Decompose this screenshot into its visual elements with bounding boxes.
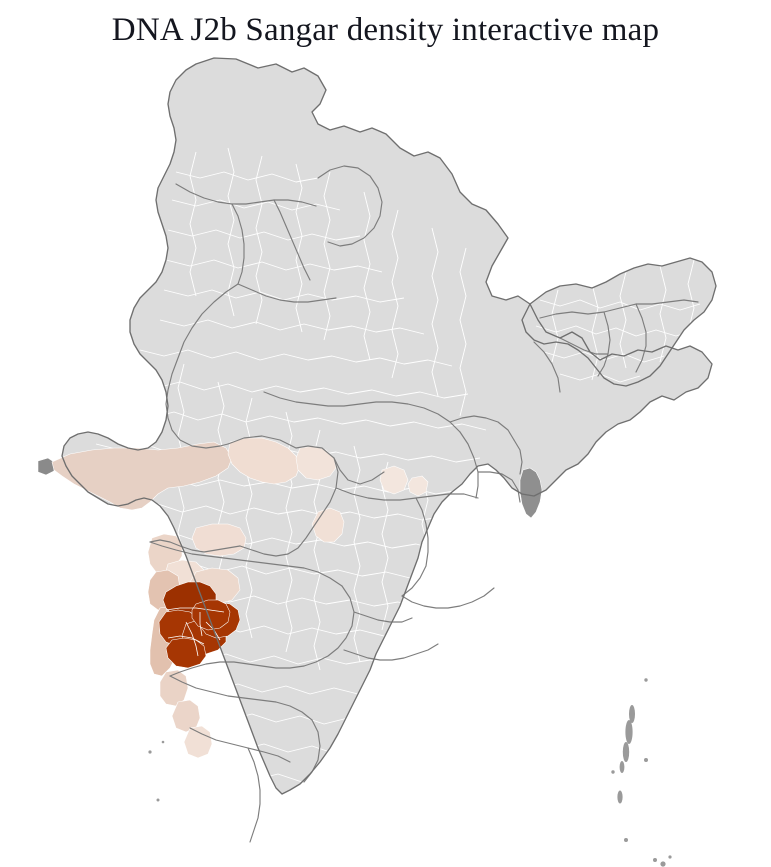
region-rajasthan-speck-2[interactable] [407, 475, 429, 497]
state-borders-group [149, 165, 699, 843]
region-banaskantha-patan[interactable] [227, 437, 301, 485]
region-bhilwara[interactable] [379, 465, 409, 495]
district-boundary-mesh [75, 147, 701, 811]
region-nandurbar[interactable] [191, 523, 247, 557]
region-highlight-cluster[interactable] [191, 599, 231, 631]
region-kutch[interactable] [51, 441, 233, 511]
choropleth-regions-group[interactable] [51, 437, 429, 759]
lakshadweep-islands [148, 740, 165, 802]
sundarbans-delta [519, 467, 543, 519]
country-outline-group [61, 57, 717, 795]
map-viewport[interactable] [0, 52, 771, 867]
india-choropleth-map[interactable] [0, 52, 771, 867]
region-uttara-kannada[interactable] [183, 725, 213, 759]
andaman-nicobar-islands [611, 678, 672, 867]
page-title: DNA J2b Sangar density interactive map [111, 12, 660, 48]
kutch-western-tip [37, 457, 55, 476]
